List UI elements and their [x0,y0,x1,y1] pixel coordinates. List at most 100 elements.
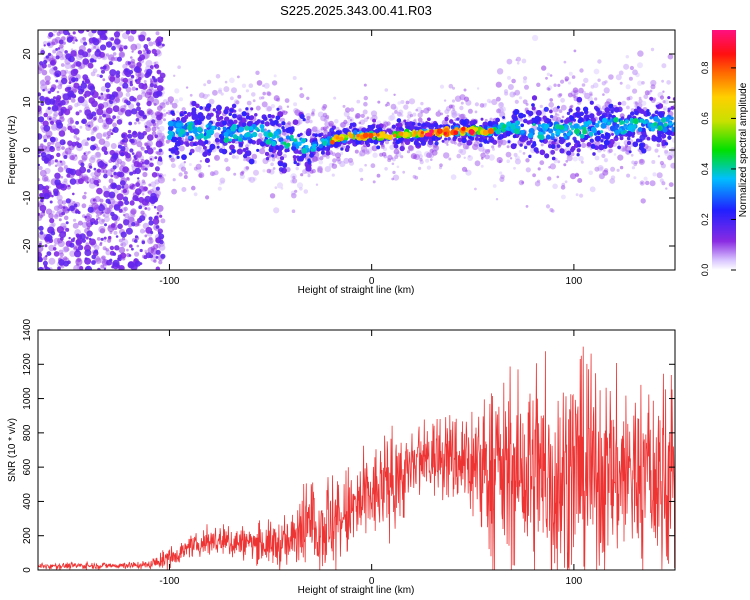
spectrogram-point [428,124,435,130]
spectrogram-point [586,142,592,147]
spectrogram-point [275,145,280,150]
spectrogram-point [245,89,249,93]
spectrogram-point [67,90,75,98]
spectrogram-point [532,34,539,42]
spectrogram-point [86,169,91,173]
spectrogram-point [70,50,77,57]
spectrogram-point [431,137,436,141]
spectrogram-point [75,258,83,266]
spectrogram-point [112,165,117,170]
spectrogram-point [104,82,111,89]
spectrogram-point [400,155,404,159]
spectrogram-point [97,96,101,100]
spectrogram-point [660,117,667,123]
spectrogram-point [481,157,484,160]
spectrogram-point [60,99,66,106]
spectrogram-point [79,266,84,270]
spectrogram-point [55,79,59,83]
spectrogram-point [243,154,248,159]
spectrogram-point [103,236,107,240]
spectrogram-point [135,118,140,122]
spectrogram-point [321,150,325,155]
spectrogram-point [96,108,104,116]
spectrogram-point [287,127,292,132]
spectrogram-point [56,194,63,201]
spectrogram-point [69,205,75,212]
spectrogram-point [472,143,479,151]
spectrogram-point [121,185,125,189]
spectrogram-point [499,171,503,175]
spectrogram-point [570,147,575,153]
spectrogram-point [141,179,146,184]
spectrogram-point [135,222,140,226]
spectrogram-point [297,133,301,138]
spectrogram-point [617,154,624,161]
spectrogram-point [136,106,141,112]
spectrogram-point [668,182,674,188]
spectrogram-point [292,155,297,159]
spectrogram-point [278,137,284,143]
spectrogram-point [394,155,399,159]
spectrogram-point [598,110,603,115]
spectrogram-point [399,126,403,131]
spectrogram-point [616,141,621,146]
spectrogram-point [212,89,218,96]
spectrogram-point [131,108,138,115]
spectrogram-point [156,204,164,212]
spectrogram-point [391,112,395,116]
spectrogram-point [335,152,341,159]
spectrogram-point [103,124,107,128]
spectrogram-point [667,53,674,60]
spectrogram-point [38,183,44,191]
spectrogram-point [665,187,668,190]
spectrogram-point [335,130,342,136]
spectrogram-point [141,161,145,165]
spectrogram-point [408,98,416,105]
spectrogram-point [153,205,157,209]
spectrogram-point [153,259,157,263]
spectrogram-point [44,267,51,270]
spectrogram-point [370,163,376,169]
spectrogram-point [644,90,650,96]
spectrogram-point [84,249,92,257]
spectrogram-point [130,43,138,51]
spectrogram-point [348,157,354,163]
spectrogram-point [148,236,153,241]
spectrogram-point [156,114,162,121]
spectrogram-point [72,31,76,35]
spectrogram-point [143,115,146,118]
spectrogram-point [50,231,56,236]
spectrogram-point [215,74,221,79]
spectrogram-point [560,185,566,190]
spectrogram-point [613,107,620,113]
spectrogram-point [523,118,528,124]
spectrogram-point [42,88,45,92]
spectrogram-point [497,144,501,148]
spectrogram-point [116,86,122,92]
spectrogram-point [441,139,445,143]
spectrogram-point [134,235,139,239]
spectrogram-point [480,152,486,158]
spectrogram-point [212,108,216,112]
spectrogram-point [500,174,505,180]
spectrogram-point [88,237,92,241]
spectrogram-point [343,119,348,125]
spectrogram-point [93,45,97,49]
spectrogram-point [245,131,251,137]
spectrogram-point [135,87,139,91]
spectrogram-point [557,160,561,164]
spectrogram-point [189,148,195,154]
spectrogram-point [668,122,673,126]
spectrogram-point [129,200,135,206]
spectrogram-point [179,128,186,135]
spectrogram-point [265,139,271,145]
spectrogram-point [524,145,528,150]
spectrogram-point [233,172,237,176]
spectrogram-point [601,153,606,158]
spectrogram-point [118,265,125,270]
spectrogram-point [142,171,148,178]
spectrogram-point [602,93,605,96]
spectrogram-point [626,96,631,101]
spectrogram-point [649,89,653,93]
spectrogram-point [47,63,52,68]
